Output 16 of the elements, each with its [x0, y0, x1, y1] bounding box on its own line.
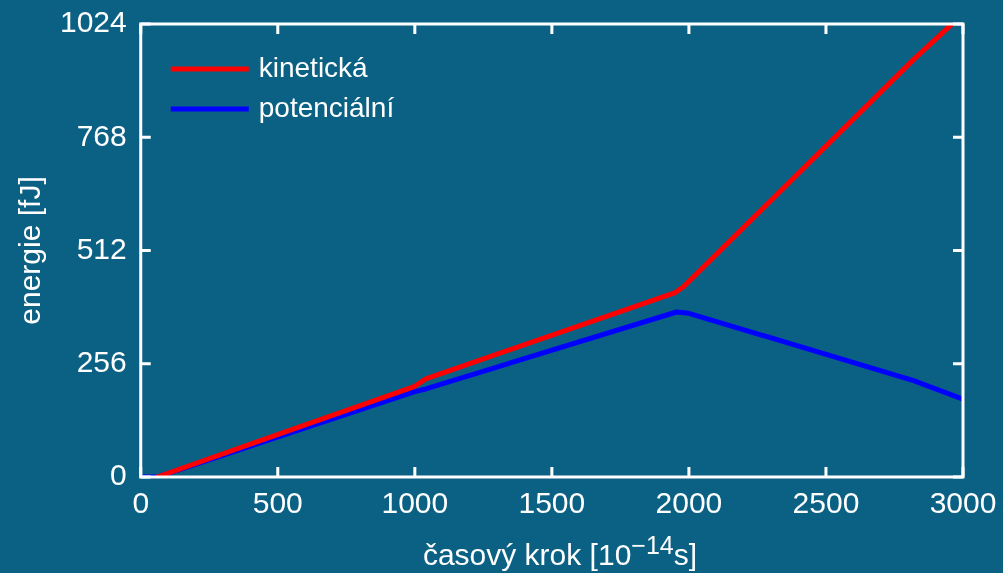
y-tick-label: 1024	[59, 5, 127, 39]
legend-label: kinetická	[258, 51, 369, 83]
x-tick-label: 1000	[381, 486, 449, 520]
y-tick-label: 0	[110, 458, 127, 492]
x-tick-label: 3000	[929, 486, 997, 520]
x-axis-title: časový krok [10$^{−14}$s]	[421, 530, 699, 573]
y-tick-label: 256	[76, 345, 127, 379]
x-tick-label: 1500	[518, 486, 586, 520]
legend-label: potenciální	[258, 91, 395, 123]
x-tick-label: 2500	[792, 486, 860, 520]
y-axis-title: energie [fJ]	[13, 176, 47, 325]
x-tick-label: 2000	[655, 486, 723, 520]
x-tick-label: 0	[132, 486, 150, 520]
y-tick-label: 768	[76, 118, 127, 152]
x-tick-label: 500	[252, 486, 303, 520]
y-tick-label: 512	[76, 231, 127, 265]
